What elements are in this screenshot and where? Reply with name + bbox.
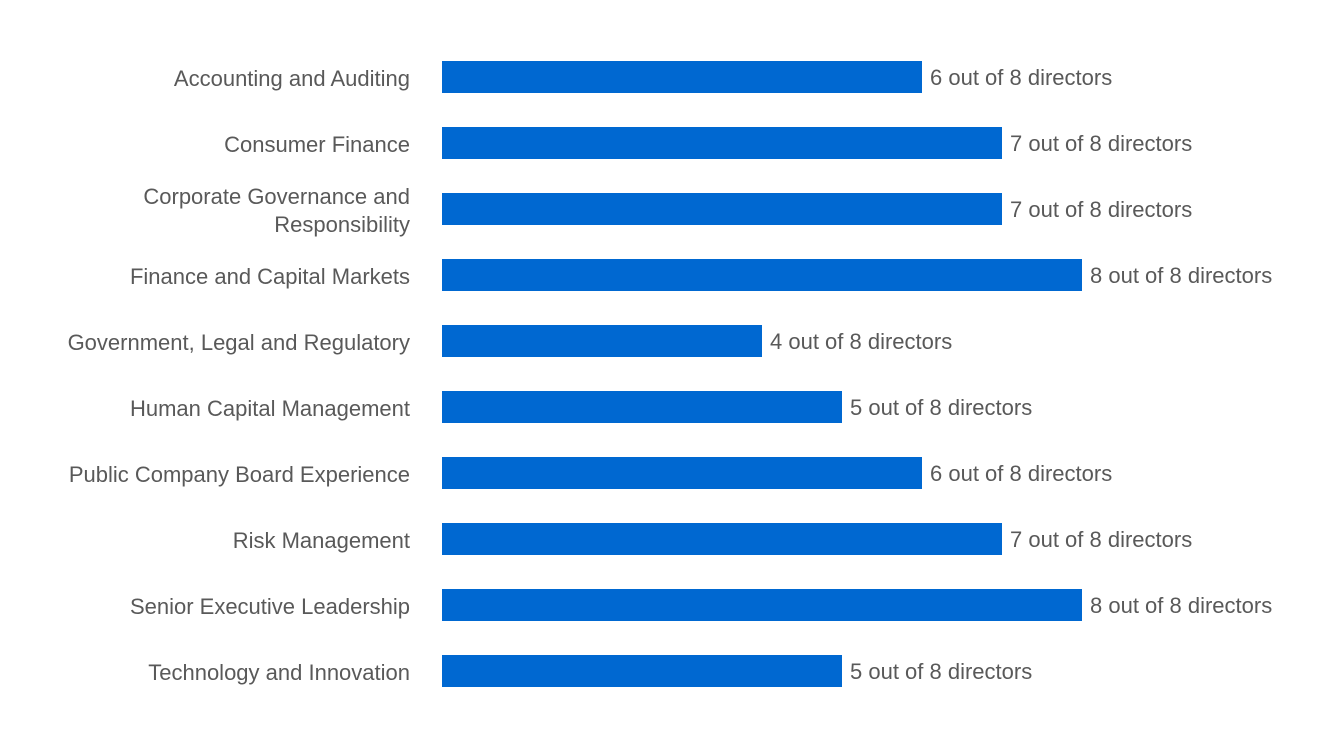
bar-7 bbox=[442, 523, 1002, 555]
category-label-0: Accounting and Auditing bbox=[174, 66, 410, 91]
data-label-6: 6 out of 8 directors bbox=[930, 461, 1112, 486]
data-label-1: 7 out of 8 directors bbox=[1010, 131, 1192, 156]
category-label-8: Senior Executive Leadership bbox=[130, 594, 410, 619]
data-label-7: 7 out of 8 directors bbox=[1010, 527, 1192, 552]
bar-5 bbox=[442, 391, 842, 423]
data-label-8: 8 out of 8 directors bbox=[1090, 593, 1272, 618]
data-label-9: 5 out of 8 directors bbox=[850, 659, 1032, 684]
category-labels: Accounting and Auditing Consumer Finance C… bbox=[68, 66, 410, 685]
category-label-4: Government, Legal and Regulatory bbox=[68, 330, 410, 355]
category-label-9: Technology and Innovation bbox=[148, 660, 410, 685]
category-label-5: Human Capital Management bbox=[130, 396, 410, 421]
bars bbox=[442, 61, 1082, 687]
category-label-7: Risk Management bbox=[233, 528, 410, 553]
category-label-1: Consumer Finance bbox=[224, 132, 410, 157]
data-label-5: 5 out of 8 directors bbox=[850, 395, 1032, 420]
data-labels: 6 out of 8 directors 7 out of 8 directors… bbox=[770, 65, 1272, 684]
bar-4 bbox=[442, 325, 762, 357]
bar-3 bbox=[442, 259, 1082, 291]
data-label-3: 8 out of 8 directors bbox=[1090, 263, 1272, 288]
category-label-3: Finance and Capital Markets bbox=[130, 264, 410, 289]
data-label-2: 7 out of 8 directors bbox=[1010, 197, 1192, 222]
category-label-2: Corporate Governance and Responsibility bbox=[143, 184, 410, 237]
bar-2 bbox=[442, 193, 1002, 225]
bar-9 bbox=[442, 655, 842, 687]
data-label-0: 6 out of 8 directors bbox=[930, 65, 1112, 90]
bar-0 bbox=[442, 61, 922, 93]
bar-8 bbox=[442, 589, 1082, 621]
category-label-6: Public Company Board Experience bbox=[69, 462, 410, 487]
bar-1 bbox=[442, 127, 1002, 159]
bar-6 bbox=[442, 457, 922, 489]
data-label-4: 4 out of 8 directors bbox=[770, 329, 952, 354]
